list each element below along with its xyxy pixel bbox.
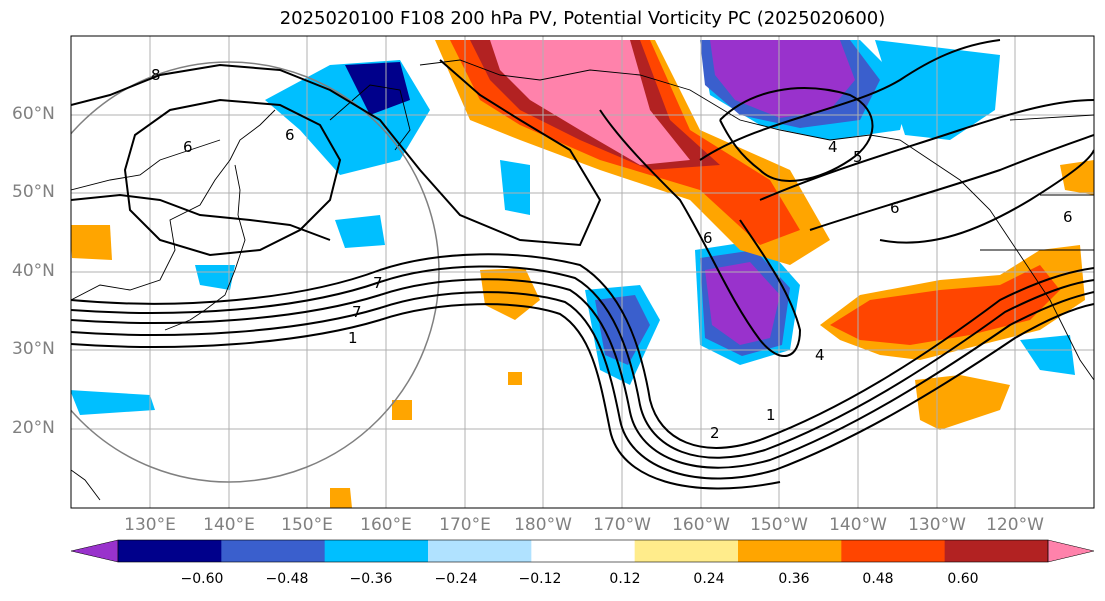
lon-label-140e: 140°E	[203, 515, 255, 535]
colorbar-segment	[428, 540, 532, 562]
lat-label-30n: 30°N	[12, 339, 55, 359]
lat-label-50n: 50°N	[12, 182, 55, 202]
colorbar-extend-low	[70, 539, 119, 563]
lat-label-20n: 20°N	[12, 418, 55, 438]
contour-label: 1	[766, 406, 776, 424]
colorbar-segment	[841, 540, 946, 562]
colorbar-tick: 0.24	[693, 571, 725, 587]
colorbar-tick: −0.24	[434, 571, 478, 587]
contour-label: 5	[853, 148, 863, 166]
map-frame	[70, 35, 1095, 509]
colorbar-segment	[531, 540, 636, 562]
colorbar-segment	[738, 540, 842, 562]
map-title: 2025020100 F108 200 hPa PV, Potential Vo…	[279, 8, 886, 29]
colorbar-tick: 0.48	[862, 571, 894, 587]
lon-label-130w: 130°W	[908, 515, 966, 535]
lat-label-60n: 60°N	[12, 104, 55, 124]
contour-label: 6	[285, 126, 295, 144]
lon-label-150w: 150°W	[750, 515, 808, 535]
contour-label: 7	[352, 303, 362, 321]
lon-label-140w: 140°W	[829, 515, 887, 535]
lon-label-160e: 160°E	[360, 515, 412, 535]
colorbar-extend-high	[1047, 539, 1095, 563]
contour-label: 8	[151, 66, 161, 84]
colorbar-tick: −0.12	[518, 571, 562, 587]
colorbar	[70, 539, 1095, 563]
lon-label-170w: 170°W	[593, 515, 651, 535]
colorbar-tick: 0.60	[947, 571, 979, 587]
colorbar-tick: −0.60	[180, 571, 224, 587]
colorbar-tick: 0.36	[778, 571, 810, 587]
coastlines	[71, 59, 1094, 501]
contour-label: 1	[348, 329, 358, 347]
lon-label-130e: 130°E	[124, 515, 176, 535]
contour-label: 6	[703, 229, 713, 247]
lon-label-170e: 170°E	[439, 515, 491, 535]
contour-label: 4	[828, 138, 838, 156]
lon-label-160w: 160°W	[672, 515, 730, 535]
pv-contours	[71, 39, 1094, 490]
colorbar-segment	[324, 540, 429, 562]
colorbar-tick: 0.12	[609, 571, 641, 587]
range-ring	[71, 61, 440, 483]
contour-label: 2	[710, 424, 720, 442]
contour-label: 6	[890, 199, 900, 217]
colorbar-border	[117, 539, 1049, 563]
lon-label-150e: 150°E	[281, 515, 333, 535]
gridlines	[71, 36, 1094, 508]
lat-label-40n: 40°N	[12, 261, 55, 281]
colorbar-segment	[118, 540, 222, 562]
contour-label: 7	[373, 274, 383, 292]
colorbar-tick: −0.36	[349, 571, 393, 587]
contour-label: 6	[183, 138, 193, 156]
contour-label: 6	[1063, 208, 1073, 226]
contour-label: 4	[815, 346, 825, 364]
contour-labels: 8 6 6 7 7 1 4 5 6 4 2 1 6 6	[151, 66, 1073, 442]
colorbar-segment	[944, 540, 1049, 562]
colorbar-segment	[634, 540, 739, 562]
colorbar-tick: −0.48	[265, 571, 309, 587]
colorbar-segment	[221, 540, 326, 562]
lon-label-180w: 180°W	[514, 515, 572, 535]
lon-label-120w: 120°W	[986, 515, 1044, 535]
